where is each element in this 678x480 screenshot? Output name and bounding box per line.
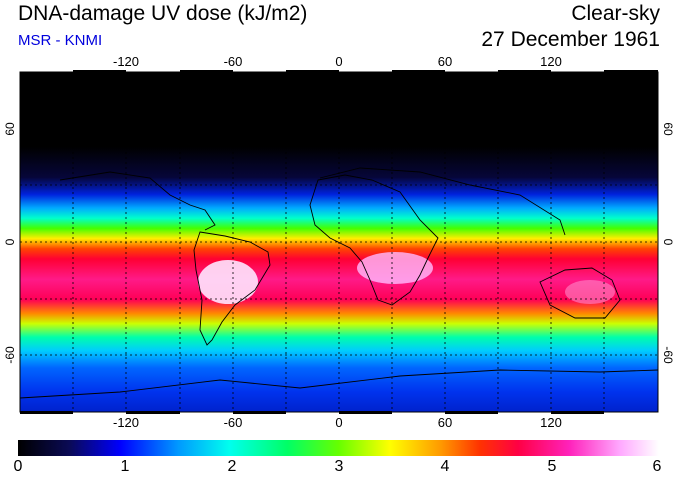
lon-tick-bottom: -60 <box>223 415 243 430</box>
coast-antarctica <box>20 369 658 399</box>
colorbar-label: 6 <box>652 458 662 475</box>
lon-tick-bottom: 120 <box>540 415 562 430</box>
lon-tick-top: 0 <box>335 54 343 69</box>
lat-tick-left: -60 <box>3 346 17 364</box>
frame-bar-top-5 <box>498 70 551 73</box>
lon-tick-top: -120 <box>112 54 140 69</box>
colorbar-label: 4 <box>440 458 450 475</box>
lon-tick-top: 60 <box>437 54 453 69</box>
colorbar <box>18 440 659 456</box>
frame-bar-bottom-6 <box>551 411 604 414</box>
frame-bar-bottom-2 <box>126 411 180 414</box>
colorbar-label: 5 <box>547 458 557 475</box>
lon-tick-bottom: -120 <box>112 415 140 430</box>
frame-bar-top-1 <box>73 70 126 73</box>
lat-tick-right: 60 <box>661 122 675 136</box>
lon-tick-top: -60 <box>223 54 243 69</box>
hotspot-africa <box>357 252 433 284</box>
lat-tick-right: 0 <box>661 238 675 246</box>
frame-bar-top-4 <box>392 70 445 73</box>
colorbar-label: 2 <box>227 458 237 475</box>
lon-tick-top: 120 <box>540 54 562 69</box>
lat-tick-left: 0 <box>3 238 17 246</box>
colorbar-label: 0 <box>13 458 23 475</box>
frame-bar-bottom-4 <box>339 411 392 414</box>
lon-tick-bottom: 60 <box>437 415 453 430</box>
sky-condition: Clear-sky <box>571 2 660 25</box>
source-label: MSR - KNMI <box>18 32 103 49</box>
coast-south-america <box>193 231 271 346</box>
frame-bar-top-2 <box>180 70 233 73</box>
colorbar-label: 3 <box>334 458 344 475</box>
frame-bar-bottom-1 <box>20 411 73 414</box>
lat-tick-right: -60 <box>661 346 675 364</box>
hotspot-australia <box>565 280 615 304</box>
coast-north-america <box>59 171 216 231</box>
coast-australia <box>539 267 621 319</box>
frame-bar-top-3 <box>286 70 339 73</box>
frame-bar-bottom-5 <box>445 411 498 414</box>
frame-bar-top-6 <box>604 70 658 73</box>
map-date: 27 December 1961 <box>481 28 660 51</box>
frame-bar-bottom-3 <box>233 411 286 414</box>
lat-tick-left: 60 <box>3 122 17 136</box>
coast-africa <box>309 174 439 306</box>
map-title: DNA-damage UV dose (kJ/m2) <box>18 2 308 25</box>
hotspot-south-america <box>198 260 258 304</box>
colorbar-label: 1 <box>120 458 130 475</box>
lon-tick-bottom: 0 <box>335 415 343 430</box>
